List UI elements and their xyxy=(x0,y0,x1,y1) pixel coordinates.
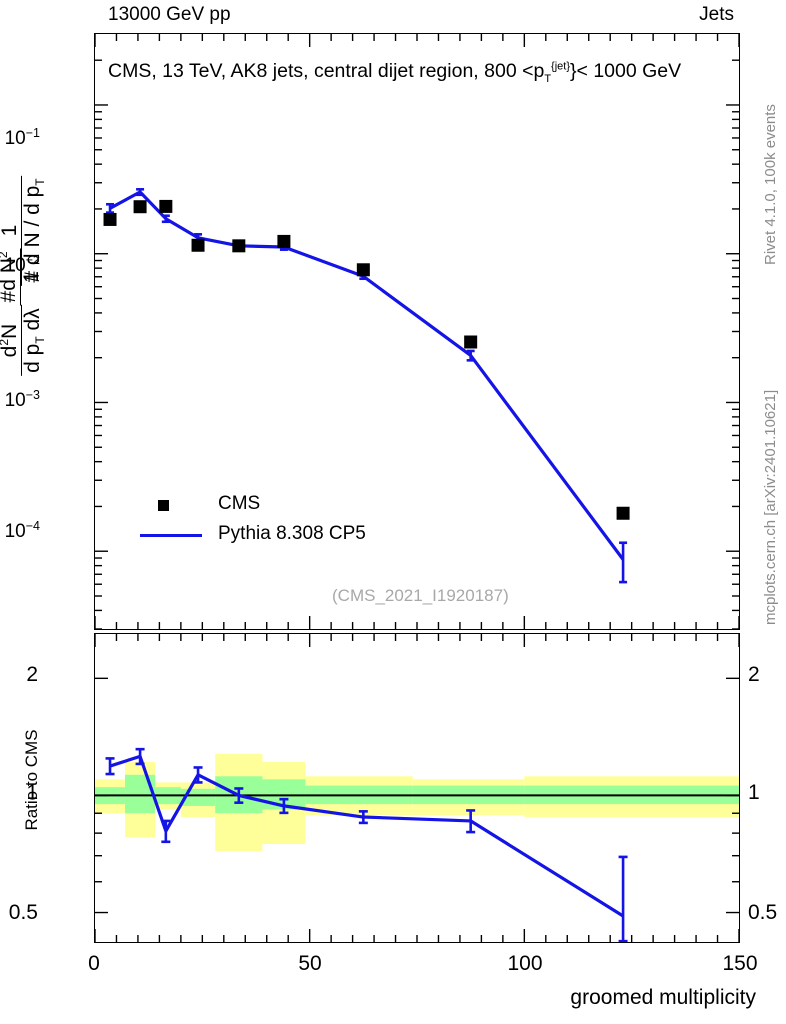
ratio-tick-label-left-05: 0.5 xyxy=(8,901,38,924)
ratio-plot-canvas xyxy=(95,634,739,942)
plot-title: CMS, 13 TeV, AK8 jets, central dijet reg… xyxy=(108,60,681,85)
main-plot-canvas xyxy=(95,34,739,629)
legend-label-pythia: Pythia 8.308 CP5 xyxy=(218,523,366,544)
legend-key-marker xyxy=(140,490,210,520)
plot-title-sup: {jet} xyxy=(551,60,571,73)
y-tick-label-1e-3: 10−3 xyxy=(4,387,40,412)
legend-label-cms: CMS xyxy=(218,493,261,514)
y-label-fraction-outer: d2N d pT dλ xyxy=(0,305,47,376)
main-plot-panel xyxy=(94,33,740,630)
line-sample-icon xyxy=(140,534,202,537)
mcplots-credit: mcplots.cern.ch [arXiv:2401.10621] xyxy=(762,389,779,625)
ratio-tick-label-right-1: 1 xyxy=(748,781,760,804)
x-tick-label-50: 50 xyxy=(298,952,322,975)
analysis-id-watermark: (CMS_2021_I1920187) xyxy=(332,586,509,605)
ratio-tick-label-left-1: 1 xyxy=(26,781,38,804)
ratio-tick-label-right-05: 0.5 xyxy=(748,901,778,924)
beam-energy-label: 13000 GeV pp xyxy=(108,4,231,25)
y-label-den-1: d pT dλ xyxy=(21,308,48,373)
y-label-num-1: d2N xyxy=(0,305,23,376)
rivet-credit: Rivet 4.1.0, 100k events xyxy=(762,104,779,265)
x-tick-label-150: 150 xyxy=(722,952,758,975)
ratio-tick-label-left-2: 2 xyxy=(26,663,38,686)
y-tick-label-1e-2: 10−2 xyxy=(4,252,40,277)
legend-key-line xyxy=(140,520,210,550)
ratio-y-axis-label: Ratio to CMS xyxy=(22,729,41,831)
analysis-category-label: Jets xyxy=(699,4,734,25)
ratio-tick-label-right-2: 2 xyxy=(748,663,760,686)
x-axis-label: groomed multiplicity xyxy=(570,986,756,1009)
x-tick-label-100: 100 xyxy=(507,952,543,975)
y-tick-label-1e-4: 10−4 xyxy=(4,518,40,543)
plot-title-post: }< 1000 GeV xyxy=(570,60,682,82)
y-tick-label-1e-1: 10−1 xyxy=(4,125,40,150)
plot-title-sub: T xyxy=(544,72,552,85)
plot-title-pre: CMS, 13 TeV, AK8 jets, central dijet reg… xyxy=(108,60,545,82)
x-tick-label-0: 0 xyxy=(88,952,100,975)
square-marker-icon xyxy=(158,500,169,511)
